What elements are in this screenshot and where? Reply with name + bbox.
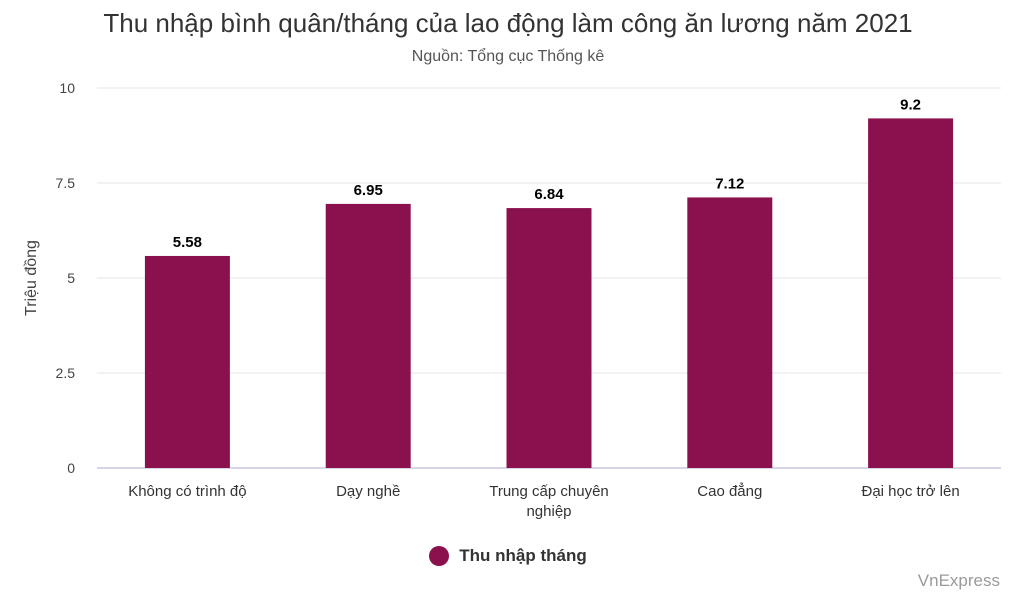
y-tick-label: 7.5 <box>56 175 76 191</box>
y-tick-label: 0 <box>67 460 75 476</box>
bar <box>506 208 592 468</box>
bar <box>144 255 230 468</box>
data-label: 6.84 <box>534 186 564 203</box>
bar <box>687 197 773 468</box>
bar <box>868 118 954 469</box>
data-label: 6.95 <box>354 182 383 199</box>
x-tick-label: Cao đẳng <box>697 482 762 500</box>
bar <box>325 203 411 468</box>
x-tick-label: Trung cấp chuyên nghiệp <box>489 483 609 520</box>
data-label: 7.12 <box>715 175 744 192</box>
data-label: 9.2 <box>900 96 921 113</box>
chart-subtitle: Nguồn: Tổng cục Thống kê <box>411 48 605 65</box>
y-axis-title: Triệu đồng <box>23 240 40 316</box>
data-label: 5.58 <box>173 234 202 251</box>
legend-label[interactable]: Thu nhập tháng <box>459 546 587 565</box>
x-tick-label: Không có trình độ <box>128 483 246 500</box>
credit-text: VnExpress <box>917 571 1000 590</box>
x-tick-label: Dạy nghề <box>336 483 400 500</box>
y-tick-label: 10 <box>59 80 75 96</box>
y-tick-label: 2.5 <box>56 365 76 381</box>
legend-marker-icon <box>429 546 450 566</box>
y-tick-label: 5 <box>67 270 75 286</box>
legend: Thu nhập tháng <box>0 546 1016 566</box>
x-tick-label: Đại học trở lên <box>861 483 959 500</box>
chart-title: Thu nhập bình quân/tháng của lao động là… <box>103 8 913 38</box>
